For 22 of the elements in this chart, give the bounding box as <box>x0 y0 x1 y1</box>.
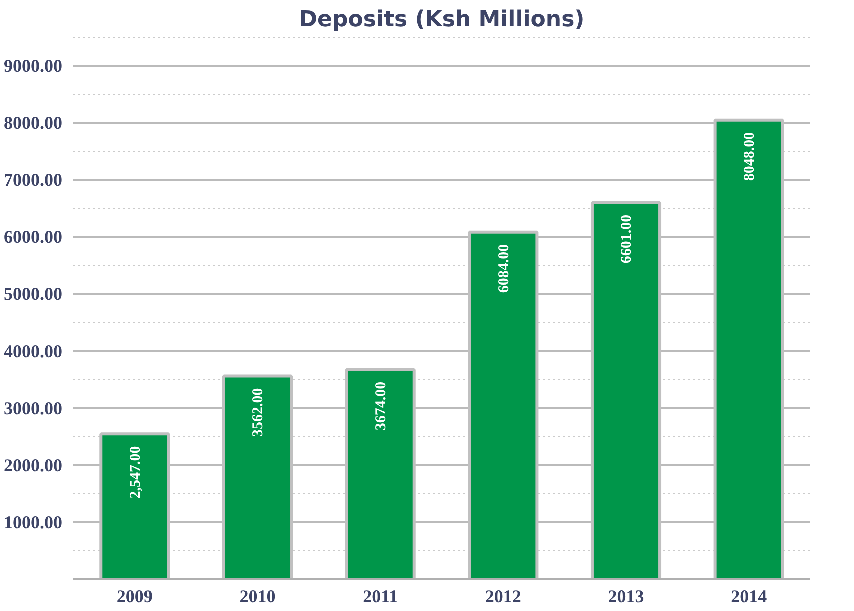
y-tick-label: 2000.00 <box>4 455 62 476</box>
x-tick-label: 2014 <box>731 586 768 606</box>
y-tick-label: 9000.00 <box>4 56 62 76</box>
x-tick-label: 2010 <box>240 586 276 606</box>
y-tick-label: 5000.00 <box>4 284 62 304</box>
x-tick-label: 2009 <box>116 586 153 606</box>
data-label: 6601.00 <box>619 214 636 264</box>
x-tick-label: 2012 <box>485 586 522 606</box>
y-tick-label: 8000.00 <box>4 113 62 134</box>
y-tick-label: 4000.00 <box>4 341 62 362</box>
data-label: 8048.00 <box>742 132 758 182</box>
y-tick-label: 3000.00 <box>4 398 62 418</box>
y-tick-label: 1000.00 <box>4 512 62 532</box>
x-tick-label: 2011 <box>363 586 398 606</box>
data-label: 6084.00 <box>496 244 512 294</box>
y-tick-label: 6000.00 <box>4 227 62 248</box>
data-label: 3674.00 <box>374 382 390 431</box>
data-label: 2,547.00 <box>128 446 144 499</box>
chart-title: Deposits (Ksh Millions) <box>299 8 585 32</box>
y-tick-label: 7000.00 <box>4 170 62 190</box>
x-tick-label: 2013 <box>608 586 644 606</box>
data-label: 3562.00 <box>250 388 267 438</box>
